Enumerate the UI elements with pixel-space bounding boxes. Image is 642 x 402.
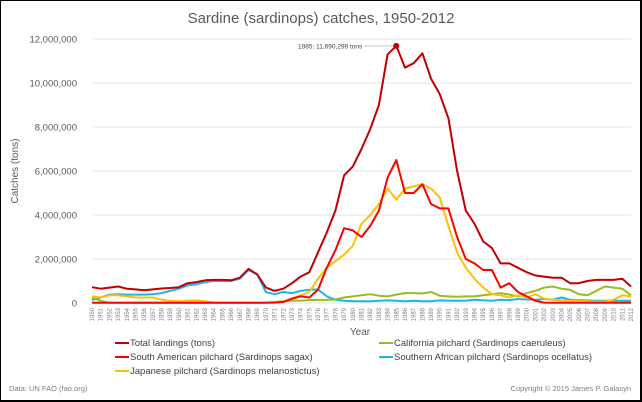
y-tick-label: 12,000,000 (29, 35, 77, 46)
x-tick-label: 1995 (481, 307, 487, 321)
data-source-note: Data: UN FAO (fao.org) (9, 384, 88, 393)
x-tick-label: 1986 (403, 307, 409, 321)
series-line (91, 269, 631, 303)
x-tick-label: 1998 (507, 307, 513, 321)
y-tick-label: 0 (72, 299, 77, 310)
x-tick-label: 2001 (533, 307, 539, 321)
y-tick-label: 10,000,000 (29, 79, 77, 90)
x-tick-label: 1992 (455, 307, 461, 321)
x-tick-label: 1956 (142, 307, 148, 321)
x-tick-label: 1989 (429, 307, 435, 321)
x-tick-label: 1973 (290, 307, 296, 321)
x-tick-label: 1972 (281, 307, 287, 321)
legend-label: Japanese pilchard (Sardinops melanostict… (130, 366, 320, 377)
x-tick-label: 1997 (499, 307, 505, 321)
x-tick-label: 2012 (629, 307, 635, 321)
legend-label: Total landings (tons) (130, 338, 215, 349)
x-tick-label: 1957 (151, 307, 157, 321)
series-line (91, 44, 632, 292)
x-tick-label: 1976 (316, 307, 322, 321)
y-tick-label: 8,000,000 (35, 123, 77, 134)
x-tick-label: 2005 (568, 307, 574, 321)
x-tick-label: 2006 (577, 307, 583, 321)
x-tick-label: 1975 (307, 307, 313, 321)
x-tick-label: 1967 (238, 307, 244, 321)
x-tick-label: 1990 (438, 307, 444, 321)
gridlines (92, 38, 631, 304)
x-axis-ticks: 1950 1951 1952 1953 1954 1955 1956 1957 1958 1959… (90, 307, 635, 321)
x-tick-label: 1974 (299, 307, 305, 321)
x-tick-label: 1999 (516, 307, 522, 321)
x-tick-label: 1968 (246, 307, 252, 321)
x-tick-label: 2004 (559, 307, 565, 321)
x-tick-label: 1951 (99, 307, 105, 321)
series-line (91, 183, 632, 304)
legend-item: South American pilchard (Sardinops sagax… (115, 352, 313, 363)
legend-item: California pilchard (Sardinops caeruleus… (379, 338, 566, 349)
x-tick-label: 1985 (394, 307, 400, 321)
y-axis-label: Catches (tons) (10, 138, 21, 203)
x-tick-label: 2009 (603, 307, 609, 321)
x-tick-label: 1980 (351, 307, 357, 321)
x-tick-label: 1964 (212, 307, 218, 321)
legend-label: Southern African pilchard (Sardinops oce… (394, 352, 592, 363)
x-axis-label: Year (350, 327, 371, 338)
x-tick-label: 1991 (446, 307, 452, 321)
x-tick-label: 1984 (386, 307, 392, 321)
y-tick-label: 6,000,000 (35, 167, 77, 178)
x-tick-label: 2002 (542, 307, 548, 321)
x-tick-label: 2003 (551, 307, 557, 321)
x-tick-label: 1982 (368, 307, 374, 321)
x-tick-label: 1994 (473, 307, 479, 321)
series-lines (91, 44, 632, 304)
y-tick-label: 4,000,000 (35, 211, 77, 222)
series-line (92, 159, 631, 304)
legend: Total landings (tons) South American pilc… (115, 338, 592, 377)
x-tick-label: 1988 (420, 307, 426, 321)
legend-item: Southern African pilchard (Sardinops oce… (379, 352, 592, 363)
annotation-label: 1985: 11,690,299 tons (298, 43, 363, 50)
x-tick-label: 1966 (229, 307, 235, 321)
legend-label: South American pilchard (Sardinops sagax… (130, 352, 313, 363)
x-tick-label: 2010 (612, 307, 618, 321)
x-tick-label: 1961 (186, 307, 192, 321)
x-tick-label: 1970 (264, 307, 270, 321)
x-tick-label: 1983 (377, 307, 383, 321)
x-tick-label: 1979 (342, 307, 348, 321)
x-tick-label: 1962 (194, 307, 200, 321)
x-tick-label: 1978 (333, 307, 339, 321)
legend-label: California pilchard (Sardinops caeruleus… (394, 338, 566, 349)
x-tick-label: 2011 (620, 307, 626, 321)
x-tick-label: 2000 (525, 307, 531, 321)
copyright-note: Copyright © 2015 James P. Galasyn (511, 384, 631, 393)
x-tick-label: 2007 (586, 307, 592, 321)
legend-item: Japanese pilchard (Sardinops melanostict… (115, 366, 320, 377)
x-tick-label: 1971 (273, 307, 279, 321)
annotation-marker (393, 42, 400, 49)
x-tick-label: 1955 (133, 307, 139, 321)
x-tick-label: 1977 (325, 307, 331, 321)
x-tick-label: 1965 (220, 307, 226, 321)
x-tick-label: 1952 (107, 307, 113, 321)
x-tick-label: 1969 (255, 307, 261, 321)
x-tick-label: 1953 (116, 307, 122, 321)
x-tick-label: 1958 (160, 307, 166, 321)
y-axis-ticks: 0 2,000,000 4,000,000 6,000,000 8,000,000 10,… (29, 35, 77, 310)
x-tick-label: 1987 (412, 307, 418, 321)
x-tick-label: 1960 (177, 307, 183, 321)
x-tick-label: 1959 (168, 307, 174, 321)
x-tick-label: 2008 (594, 307, 600, 321)
x-tick-label: 1954 (125, 307, 131, 321)
x-tick-label: 1996 (490, 307, 496, 321)
x-tick-label: 1981 (360, 307, 366, 321)
peak-annotation: 1985: 11,690,299 tons (298, 42, 400, 50)
y-tick-label: 2,000,000 (35, 255, 77, 266)
chart-title: Sardine (sardinops) catches, 1950-2012 (188, 10, 455, 27)
x-tick-label: 1950 (90, 307, 96, 321)
x-tick-label: 1963 (203, 307, 209, 321)
x-tick-label: 1993 (464, 307, 470, 321)
legend-item: Total landings (tons) (115, 338, 215, 349)
